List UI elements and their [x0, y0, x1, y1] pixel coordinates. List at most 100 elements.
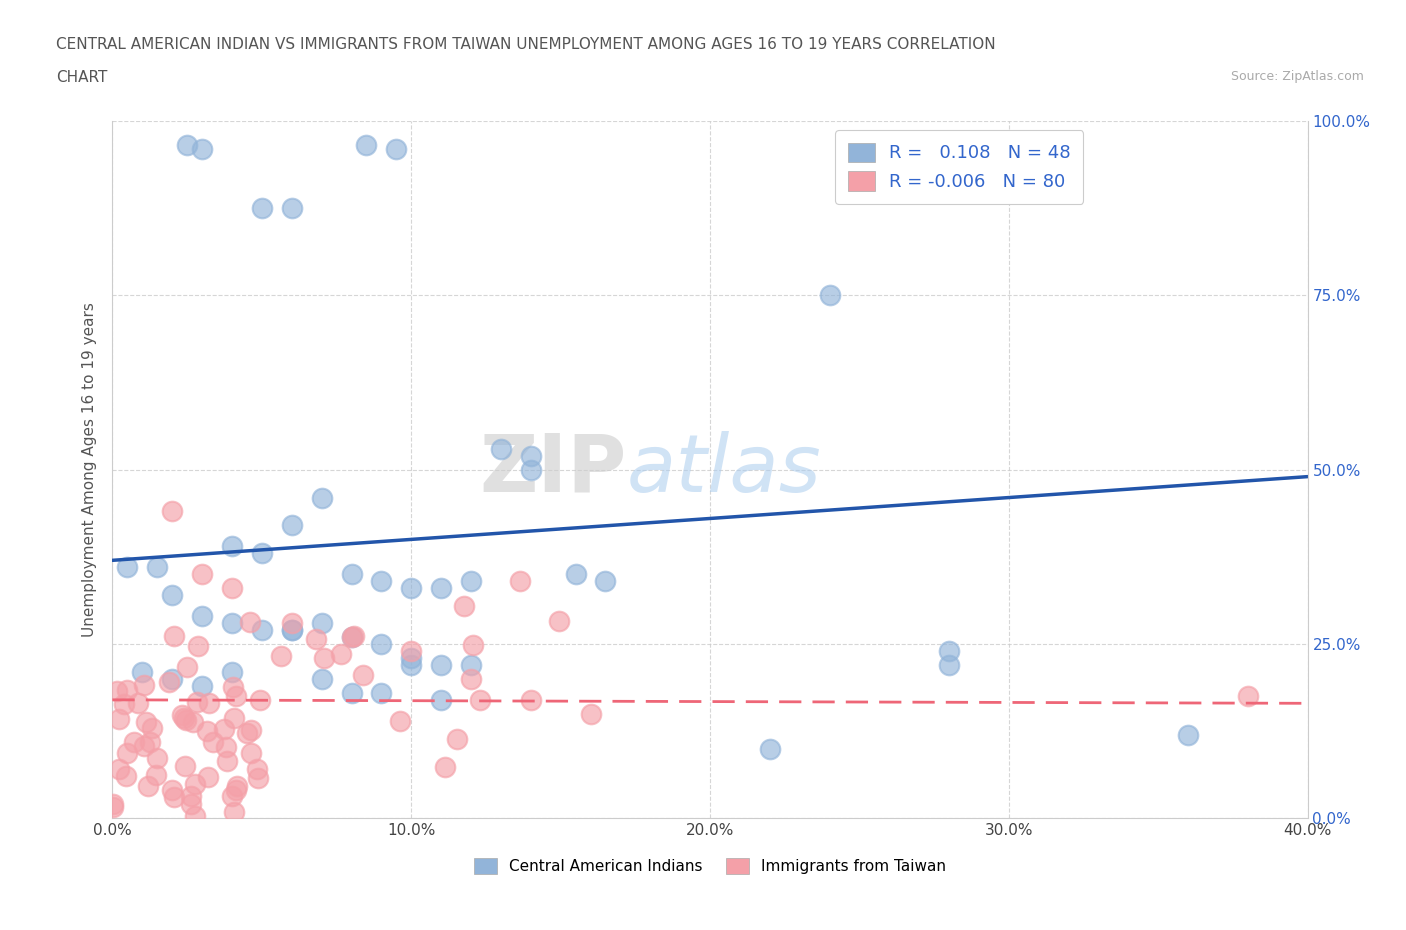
Point [221, 789, 243, 804]
Point [250, 201, 273, 216]
Point [430, 692, 453, 707]
Point [240, 723, 263, 737]
Point [221, 580, 243, 596]
Point [173, 711, 195, 725]
Point [215, 739, 238, 754]
Point [176, 138, 198, 153]
Point [235, 725, 257, 740]
Point [446, 732, 468, 747]
Point [191, 567, 214, 582]
Point [225, 689, 247, 704]
Point [564, 567, 586, 582]
Point [134, 739, 156, 754]
Point [127, 696, 149, 711]
Point [135, 714, 157, 729]
Point [312, 650, 335, 665]
Point [174, 758, 197, 773]
Text: Source: ZipAtlas.com: Source: ZipAtlas.com [1230, 70, 1364, 83]
Point [370, 574, 392, 589]
Point [460, 658, 482, 672]
Point [162, 671, 183, 686]
Point [176, 660, 198, 675]
Point [146, 560, 169, 575]
Point [105, 684, 128, 698]
Point [520, 692, 543, 707]
Point [329, 646, 352, 661]
Point [281, 518, 304, 533]
Point [281, 201, 304, 216]
Point [281, 623, 304, 638]
Point [818, 288, 841, 303]
Point [579, 707, 602, 722]
Point [146, 751, 169, 765]
Point [489, 442, 512, 457]
Point [343, 629, 366, 644]
Point [136, 778, 159, 793]
Point [186, 694, 208, 709]
Point [191, 679, 214, 694]
Point [187, 639, 209, 654]
Point [160, 782, 183, 797]
Point [222, 711, 245, 725]
Point [1177, 727, 1199, 742]
Point [221, 616, 243, 631]
Point [115, 683, 138, 698]
Point [461, 638, 484, 653]
Point [938, 644, 960, 658]
Point [163, 790, 186, 804]
Point [430, 658, 453, 672]
Point [145, 767, 167, 782]
Point [595, 574, 617, 589]
Point [238, 615, 260, 630]
Point [468, 693, 491, 708]
Point [108, 711, 131, 726]
Point [163, 629, 186, 644]
Point [139, 735, 162, 750]
Point [340, 685, 363, 700]
Text: ZIP: ZIP [479, 431, 627, 509]
Point [172, 707, 194, 722]
Point [385, 141, 408, 156]
Point [401, 658, 423, 672]
Point [221, 664, 243, 679]
Point [180, 796, 202, 811]
Point [401, 651, 423, 666]
Point [157, 675, 180, 690]
Point [250, 546, 273, 561]
Point [520, 462, 543, 477]
Point [352, 668, 374, 683]
Point [938, 658, 960, 672]
Point [250, 623, 273, 638]
Point [226, 778, 249, 793]
Point [184, 809, 207, 824]
Point [162, 504, 183, 519]
Point [340, 630, 363, 644]
Point [240, 746, 263, 761]
Point [176, 712, 198, 727]
Point [112, 697, 135, 711]
Legend: Central American Indians, Immigrants from Taiwan: Central American Indians, Immigrants fro… [468, 852, 952, 881]
Point [246, 762, 269, 777]
Point [370, 685, 392, 700]
Point [191, 141, 214, 156]
Point [184, 777, 207, 791]
Point [122, 735, 145, 750]
Point [509, 574, 531, 589]
Text: atlas: atlas [627, 431, 821, 509]
Text: CHART: CHART [56, 70, 108, 85]
Point [222, 680, 245, 695]
Point [520, 448, 543, 463]
Point [305, 631, 328, 646]
Point [107, 762, 129, 777]
Point [246, 770, 269, 785]
Point [434, 760, 457, 775]
Point [453, 599, 475, 614]
Point [221, 539, 243, 554]
Point [117, 560, 139, 575]
Point [281, 623, 304, 638]
Point [191, 609, 214, 624]
Point [401, 580, 423, 596]
Point [103, 800, 125, 815]
Point [249, 692, 271, 707]
Point [1237, 689, 1260, 704]
